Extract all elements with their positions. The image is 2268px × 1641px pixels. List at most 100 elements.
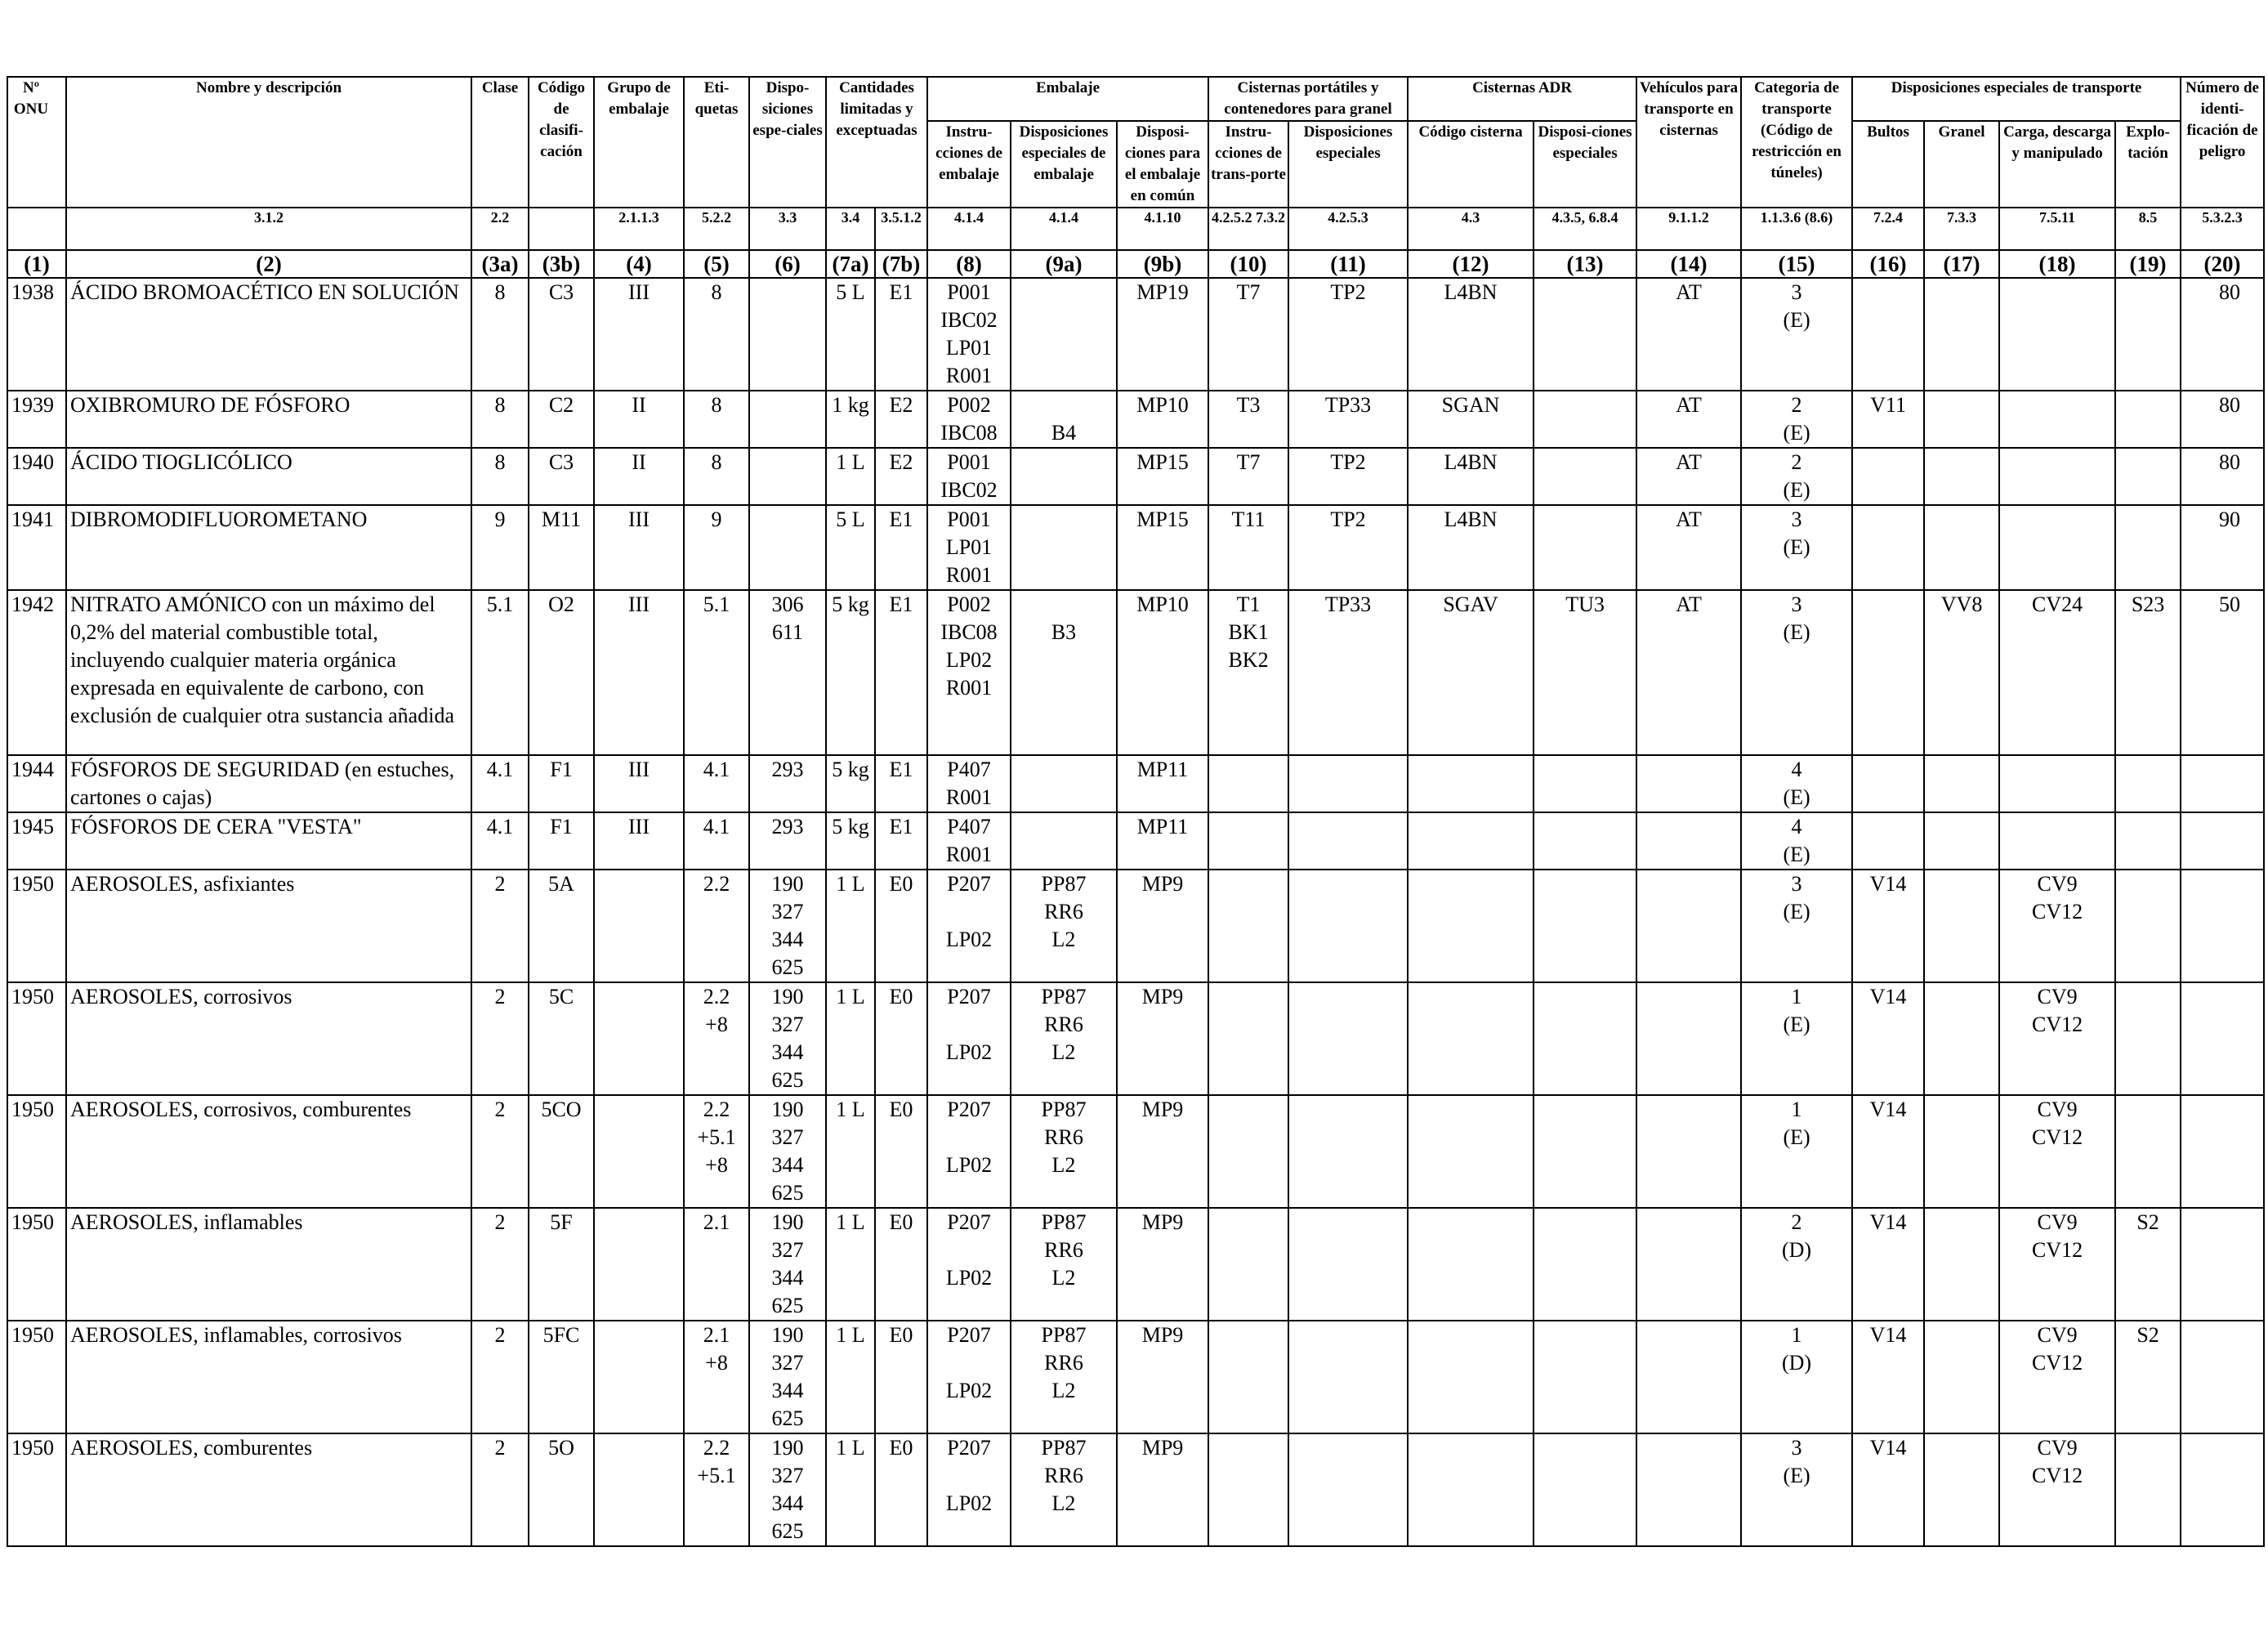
tank-code-cell <box>1407 812 1535 870</box>
col-header-packing-group: Grupo de embalaje <box>593 76 685 208</box>
vehicle-cell <box>1636 981 1743 1096</box>
transport-category-line: (D) <box>1782 1238 1812 1262</box>
labels-line: +8 <box>705 1013 728 1036</box>
packing-group-cell: III <box>593 589 685 756</box>
column-number: (19) <box>2114 249 2182 279</box>
packing-group-cell: II <box>593 390 685 449</box>
ref-adr-tank-special: 4.3.5, 6.8.4 <box>1533 207 1638 251</box>
packing-group-cell <box>593 981 685 1096</box>
transport-category-line: (E) <box>1783 1464 1810 1487</box>
col-header-class: Clase <box>471 76 529 208</box>
un-number-cell: 1950 <box>7 869 67 983</box>
packing-instructions-line: IBC02 <box>940 308 998 332</box>
labels-cell: 2.1 +8 <box>683 1320 750 1434</box>
labels-cell: 2.2 +5.1 <box>683 1433 750 1547</box>
hazard-id-cell <box>2180 754 2266 813</box>
col-header-tank-special: Disposiciones especiales <box>1288 120 1409 208</box>
transport-category-line: (E) <box>1783 1125 1810 1149</box>
ref-packages: 7.2.4 <box>1851 207 1926 251</box>
transport-category-cell: 2 (E) <box>1740 390 1854 449</box>
packing-instructions-line: LP01 <box>945 336 993 360</box>
packing-instructions-line <box>930 898 1008 926</box>
packing-instructions-line: P001 <box>947 280 991 304</box>
labels-cell: 2.2 <box>683 869 750 983</box>
ref-tank-instructions: 4.2.5.2 7.3.2 <box>1208 207 1290 251</box>
name-cell: DIBROMODIFLUOROMETANO <box>65 504 472 591</box>
bulk-cell <box>1923 754 2001 813</box>
dangerous-goods-table-page: Nº ONU Nombre y descripción Clase Código… <box>7 76 2266 1547</box>
labels-cell: 8 <box>683 277 750 391</box>
limited-quantity-cell: 1 L <box>825 1207 876 1321</box>
col-header-classification-code: Código de clasifi-cación <box>528 76 595 208</box>
packing-special-cell: B3 <box>1010 589 1118 756</box>
adr-tank-special-cell <box>1533 390 1638 449</box>
packing-instructions-line <box>930 1236 1008 1264</box>
packing-group-cell <box>593 1433 685 1547</box>
un-number-cell: 1950 <box>7 1320 67 1434</box>
loading-cell <box>1998 447 2117 506</box>
classification-code-cell: F1 <box>528 812 595 870</box>
packages-cell: V11 <box>1851 390 1926 449</box>
packages-cell <box>1851 589 1926 756</box>
packing-instructions-line: P001 <box>947 508 991 531</box>
special-provisions-line: 190 <box>771 1323 804 1347</box>
excepted-quantity-cell: E0 <box>874 1207 928 1321</box>
packing-instructions-line: P001 <box>947 450 991 474</box>
transport-category-line: (E) <box>1783 535 1810 559</box>
packing-instructions-cell: P207 LP02 <box>926 1094 1011 1209</box>
packing-instructions-cell: P407 R001 <box>926 754 1011 813</box>
mixed-packing-cell: MP11 <box>1115 812 1210 870</box>
ref-operation: 8.5 <box>2114 207 2182 251</box>
hazard-id-cell <box>2180 1433 2266 1547</box>
loading-line: CV9 <box>2037 1323 2078 1347</box>
labels-line: 4.1 <box>703 815 730 838</box>
transport-category-line: (E) <box>1783 308 1810 332</box>
classification-code-cell: O2 <box>528 589 595 756</box>
packing-instructions-line: LP02 <box>945 648 993 672</box>
packing-instructions-line: R001 <box>945 676 993 700</box>
transport-category-line: (E) <box>1783 785 1810 809</box>
tank-code-cell <box>1407 1320 1535 1434</box>
labels-line: 8 <box>711 450 722 474</box>
special-provisions-line: 190 <box>771 1098 804 1121</box>
packing-instructions-line: LP02 <box>945 1379 993 1402</box>
packing-instructions-line: LP02 <box>945 1153 993 1177</box>
ref-limited-quantity: 3.4 <box>825 207 876 251</box>
name-line: cartones o cajas) <box>70 785 212 809</box>
packing-special-line: RR6 <box>1044 1013 1083 1036</box>
class-cell: 8 <box>471 277 529 391</box>
transport-category-line: 2 <box>1791 1210 1802 1234</box>
mixed-packing-cell: MP11 <box>1115 754 1210 813</box>
packing-special-cell: PP87 RR6 L2 <box>1010 1433 1118 1547</box>
vehicle-cell <box>1636 812 1743 870</box>
vehicle-cell <box>1636 869 1743 983</box>
column-number: (20) <box>2180 249 2266 279</box>
classification-code-cell: C3 <box>528 277 595 391</box>
class-cell: 4.1 <box>471 812 529 870</box>
name-line: AEROSOLES, asfixiantes <box>70 872 295 896</box>
labels-line: 2.2 <box>703 1436 730 1460</box>
special-provisions-line: 190 <box>771 985 804 1008</box>
limited-quantity-cell: 5 L <box>825 277 876 391</box>
tank-code-cell: SGAN <box>1407 390 1535 449</box>
loading-line: CV9 <box>2037 1210 2078 1234</box>
name-cell: NITRATO AMÓNICO con un máximo del 0,2% de… <box>65 589 472 756</box>
operation-cell: S2 <box>2114 1320 2182 1434</box>
tank-instructions-cell: T7 <box>1208 447 1290 506</box>
ref-packing-special: 4.1.4 <box>1010 207 1118 251</box>
labels-line: 4.1 <box>703 758 730 781</box>
adr-tank-special-cell: TU3 <box>1533 589 1638 756</box>
vehicle-cell <box>1636 1320 1743 1434</box>
operation-cell <box>2114 504 2182 591</box>
packing-special-line: RR6 <box>1044 1464 1083 1487</box>
tank-instructions-cell <box>1208 1320 1290 1434</box>
col-header-tank-instructions: Instru-cciones de trans-porte <box>1208 120 1290 208</box>
special-provisions-line: 327 <box>771 1464 804 1487</box>
class-cell: 2 <box>471 1094 529 1209</box>
special-provisions-line: 344 <box>771 928 804 951</box>
packing-instructions-line <box>930 1124 1008 1151</box>
packing-special-line: L2 <box>1051 1153 1076 1177</box>
col-header-transport-category: Categoria de transporte (Código de restr… <box>1740 76 1854 208</box>
column-number: (3a) <box>471 249 529 279</box>
tank-special-cell <box>1288 1433 1409 1547</box>
